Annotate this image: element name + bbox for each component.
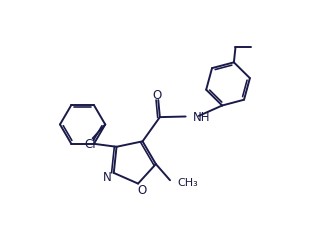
Text: NH: NH xyxy=(192,110,210,124)
Text: O: O xyxy=(152,89,161,102)
Text: CH₃: CH₃ xyxy=(177,177,198,187)
Text: O: O xyxy=(137,183,146,196)
Text: N: N xyxy=(103,170,112,183)
Text: Cl: Cl xyxy=(85,138,96,151)
